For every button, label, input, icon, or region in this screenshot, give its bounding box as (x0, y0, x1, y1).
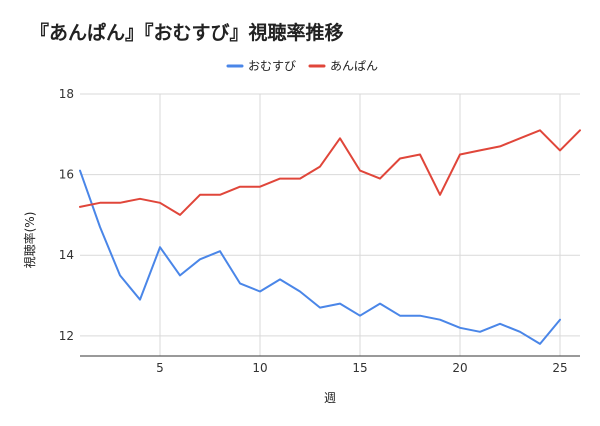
x-tick-label: 10 (252, 361, 267, 375)
grid-lines (80, 93, 580, 357)
series-lines (79, 129, 581, 345)
x-axis-title: 週 (324, 391, 336, 405)
series-line-anpan (79, 129, 581, 216)
legend-label: あんぱん (330, 59, 378, 73)
y-axis-title: 視聴率(%) (22, 212, 37, 269)
series-line-omusubi (79, 169, 561, 345)
chart-title: 『あんぱん』『おむすび』視聴率推移 (30, 22, 344, 44)
legend-label: おむすび (248, 59, 296, 73)
y-tick-label: 14 (59, 248, 74, 262)
x-tick-label: 20 (452, 361, 467, 375)
axis-ticks: 12 14 16 18 5 10 15 20 25 (59, 87, 568, 375)
y-tick-label: 18 (59, 87, 74, 101)
x-tick-label: 5 (156, 361, 164, 375)
y-tick-label: 12 (59, 329, 74, 343)
x-tick-label: 25 (552, 361, 567, 375)
x-tick-label: 15 (352, 361, 367, 375)
y-tick-label: 16 (59, 168, 74, 182)
legend: おむすび あんぱん (226, 59, 378, 73)
